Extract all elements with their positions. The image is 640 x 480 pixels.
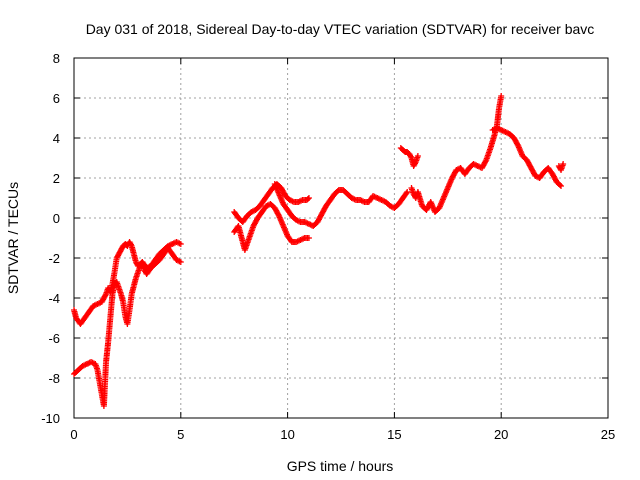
y-tick-label: -4: [48, 291, 60, 306]
data-point: [407, 153, 414, 160]
plot-frame: [73, 57, 609, 419]
data-points: [71, 93, 567, 409]
x-tick-label: 15: [387, 427, 401, 442]
x-tick-label: 10: [280, 427, 294, 442]
y-tick-label: 6: [53, 91, 60, 106]
data-point: [176, 240, 183, 247]
data-point: [360, 198, 367, 205]
data-point: [174, 239, 181, 246]
y-tick-label: -8: [48, 371, 60, 386]
data-point: [177, 259, 184, 265]
x-axis-label: GPS time / hours: [287, 458, 394, 474]
data-point: [482, 158, 489, 165]
data-point: [414, 153, 421, 159]
x-tick-label: 0: [70, 427, 77, 442]
y-axis-label: SDTVAR / TECUs: [5, 182, 21, 294]
data-point: [560, 161, 567, 167]
y-tick-label: 8: [53, 51, 60, 66]
chart-title: Day 031 of 2018, Sidereal Day-to-day VTE…: [86, 21, 595, 37]
data-point: [127, 241, 134, 248]
data-point: [296, 198, 303, 205]
x-axis: 0 5 10 15 20 25: [70, 58, 615, 442]
data-point: [514, 141, 521, 148]
data-point: [298, 197, 305, 204]
x-tick-label: 25: [601, 427, 615, 442]
grid: [74, 58, 608, 418]
y-tick-label: -2: [48, 251, 60, 266]
data-point: [358, 197, 365, 204]
data-point: [102, 292, 109, 299]
data-point: [412, 160, 419, 167]
y-tick-label: -10: [41, 411, 60, 426]
data-point: [498, 93, 505, 99]
x-tick-label: 20: [494, 427, 508, 442]
y-tick-label: 0: [53, 211, 60, 226]
y-tick-label: -6: [48, 331, 60, 346]
data-point: [558, 183, 565, 189]
data-point: [305, 235, 312, 241]
y-tick-label: 4: [53, 131, 60, 146]
data-point: [404, 189, 411, 195]
data-point: [89, 359, 96, 366]
data-point: [403, 190, 410, 197]
y-axis: 8 6 4 2 0 -2 -4 -6 -8 -10: [41, 51, 608, 426]
y-tick-label: 2: [53, 171, 60, 186]
data-point: [556, 182, 563, 188]
x-tick-label: 5: [177, 427, 184, 442]
data-point: [275, 211, 282, 218]
data-point: [177, 241, 184, 247]
data-point: [304, 196, 311, 202]
data-point: [305, 195, 312, 201]
